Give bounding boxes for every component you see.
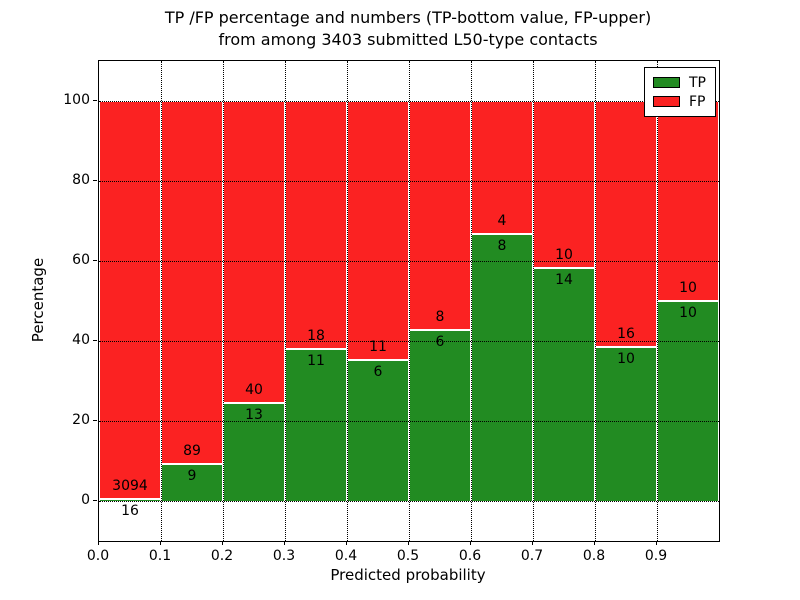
x-tick-mark [346,541,347,545]
bar-tp-segment [99,498,161,501]
x-tick-mark [594,541,595,545]
x-tick-label: 0.5 [396,548,420,564]
fp-count-label: 89 [183,443,201,460]
y-tick-mark [93,100,97,101]
x-tick-label: 0.3 [272,548,296,564]
y-tick-label: 0 [81,492,90,508]
y-tick-mark [93,260,97,261]
fp-count-label: 10 [555,246,573,263]
legend: TP FP [644,67,716,117]
bar-tp-segment [595,347,657,501]
x-tick-mark [656,541,657,545]
x-axis-label: Predicted probability [330,566,486,584]
tp-count-label: 14 [555,271,573,288]
x-gridline [409,61,410,541]
y-axis-label: Percentage [29,257,47,343]
tp-count-label: 8 [497,238,507,255]
x-tick-mark [160,541,161,545]
legend-label-tp: TP [689,74,706,91]
bar-tp-segment [347,359,409,501]
x-gridline [533,61,534,541]
bar-tp-segment [161,464,223,501]
x-tick-label: 0.8 [582,548,606,564]
bar-fp-segment [657,101,719,301]
fp-count-label: 18 [307,328,325,345]
fp-legend-swatch-icon [653,96,680,107]
bar-tp-segment [657,301,719,501]
y-tick-mark [93,180,97,181]
tp-count-label: 6 [435,333,445,350]
x-gridline [595,61,596,541]
fp-count-label: 40 [245,381,263,398]
bar-fp-segment [409,101,471,330]
y-tick-label: 20 [72,412,90,428]
bar-fp-segment [471,101,533,235]
y-tick-label: 100 [63,92,90,108]
y-tick-mark [93,340,97,341]
bar-count-labels-layer: 3094 16 89 9 40 13 18 11 11 6 8 6 4 8 10 14 16 10 10 10 [99,61,719,541]
plot-area: 3094 16 89 9 40 13 18 11 11 6 8 6 4 8 10 14 16 10 10 10 TP … [98,60,720,542]
y-tick-label: 40 [72,332,90,348]
bar-fp-segment [99,101,161,499]
bars-layer [99,61,719,541]
tp-count-label: 10 [617,351,635,368]
x-tick-mark [98,541,99,545]
tp-count-label: 10 [679,305,697,321]
x-tick-label: 0.7 [520,548,544,564]
x-tick-mark [470,541,471,545]
y-tick-mark [93,420,97,421]
x-tick-label: 0.0 [86,548,110,564]
x-tick-mark [408,541,409,545]
chart-title-line2: from among 3403 submitted L50-type conta… [218,30,598,49]
x-gridline [223,61,224,541]
tp-legend-swatch-icon [653,77,680,88]
grid-layer [99,61,719,541]
x-gridline [161,61,162,541]
x-gridline [347,61,348,541]
bar-fp-segment [223,101,285,403]
x-gridline [285,61,286,541]
legend-entry-tp: TP [653,73,706,92]
chart-title-line1: TP /FP percentage and numbers (TP-bottom… [164,8,652,27]
x-tick-label: 0.9 [644,548,668,564]
tp-count-label: 9 [187,468,197,485]
tp-count-label: 16 [121,502,139,519]
fp-count-label: 11 [369,338,387,355]
x-gridline [657,61,658,541]
x-tick-mark [284,541,285,545]
x-tick-label: 0.1 [148,548,172,564]
x-tick-mark [222,541,223,545]
bar-tp-segment [223,402,285,501]
legend-entry-fp: FP [653,92,706,111]
tp-count-label: 11 [307,353,325,370]
bar-tp-segment [471,234,533,501]
fp-count-label: 8 [435,308,445,325]
x-tick-mark [532,541,533,545]
y-tick-label: 80 [72,172,90,188]
fp-count-label: 10 [679,280,697,296]
tp-count-label: 13 [245,406,263,423]
fp-count-label: 4 [497,213,507,230]
bar-fp-segment [533,101,595,268]
x-tick-label: 0.2 [210,548,234,564]
y-tick-mark [93,500,97,501]
legend-label-fp: FP [689,93,706,110]
x-tick-label: 0.4 [334,548,358,564]
x-gridline [471,61,472,541]
fp-count-label: 3094 [112,477,148,494]
fp-count-label: 16 [617,326,635,343]
y-tick-label: 60 [72,252,90,268]
x-tick-label: 0.6 [458,548,482,564]
tp-count-label: 6 [373,363,383,380]
